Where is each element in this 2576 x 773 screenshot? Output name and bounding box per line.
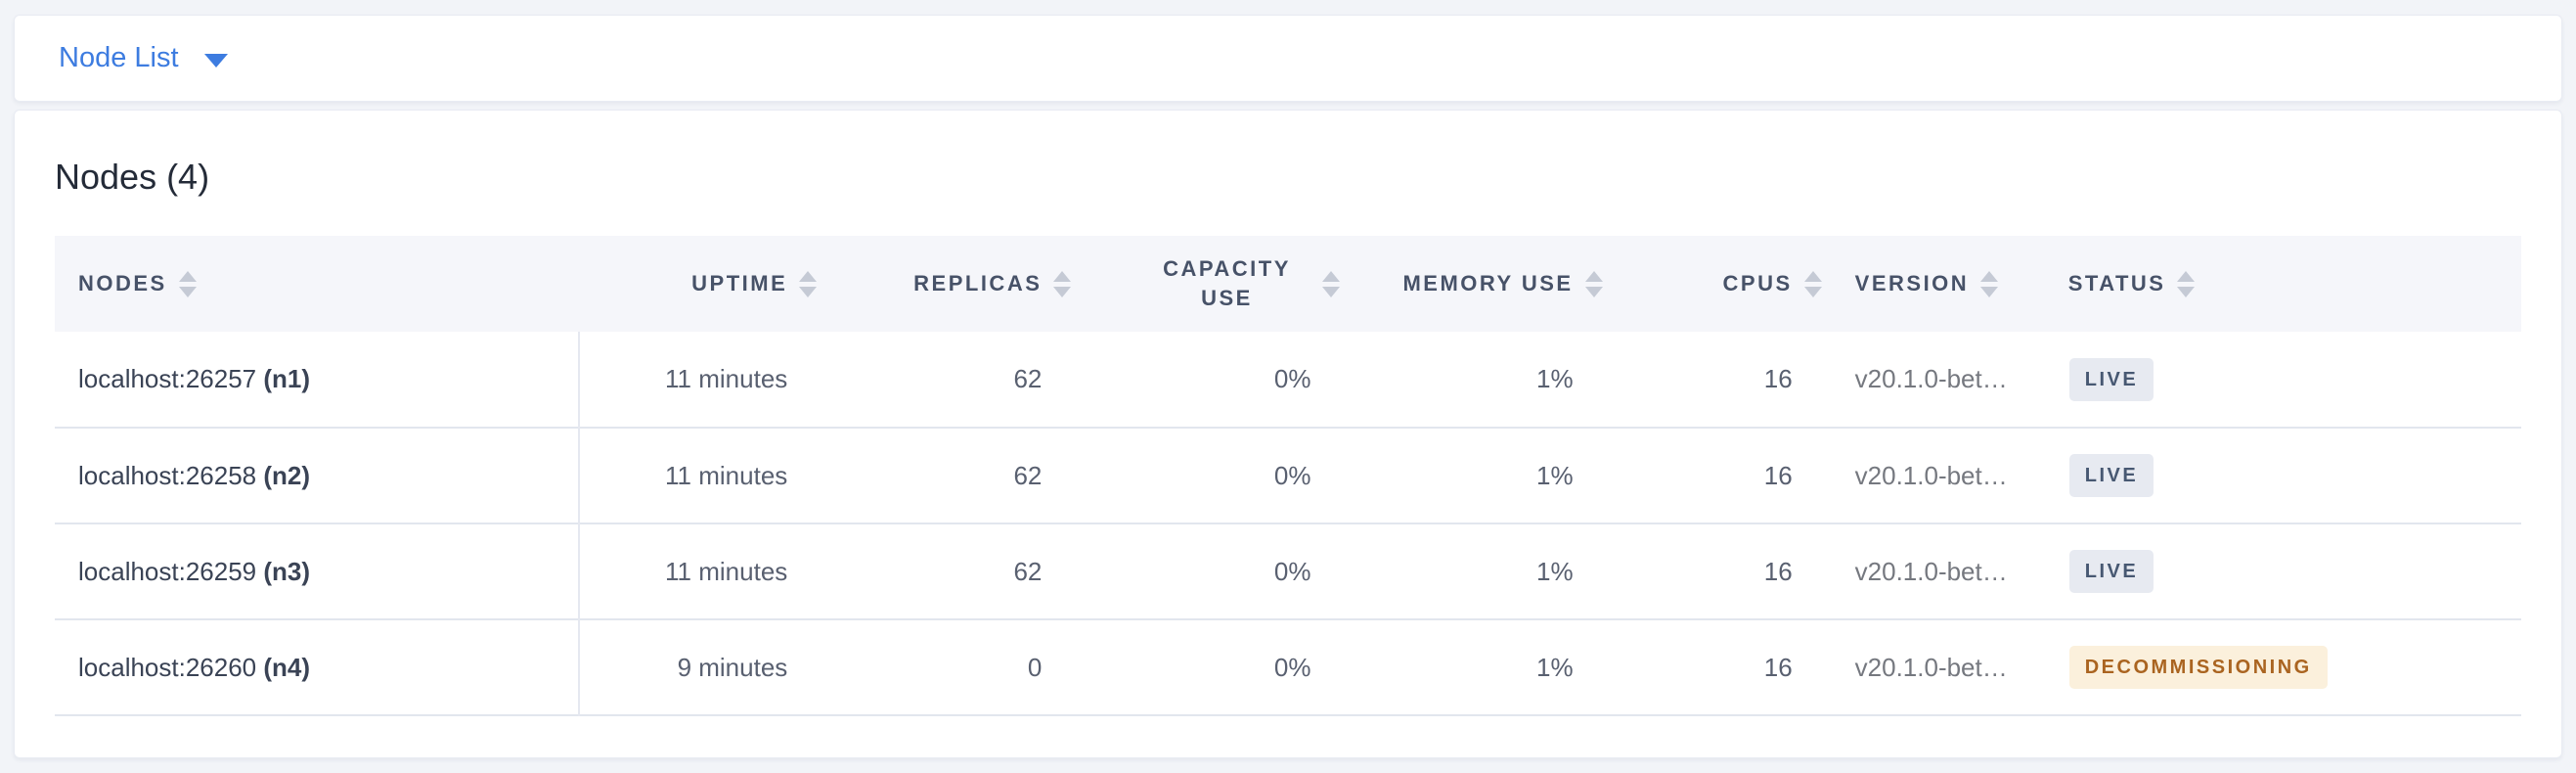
sort-icon bbox=[2177, 270, 2196, 297]
capacity-use-cell: 0% bbox=[1273, 652, 1311, 682]
uptime-cell: 11 minutes bbox=[665, 460, 788, 490]
panel-title: Nodes (4) bbox=[55, 157, 210, 197]
column-header-label: NODES bbox=[78, 271, 167, 296]
sort-descending-icon bbox=[1053, 286, 1072, 297]
node-id: (n3) bbox=[263, 556, 311, 586]
column-header-memory_use[interactable]: MEMORY USE bbox=[1350, 236, 1612, 332]
sort-icon bbox=[1053, 270, 1072, 297]
column-header-label: CPUS bbox=[1722, 271, 1793, 296]
sort-icon bbox=[178, 270, 197, 297]
table-row: localhost:26260 (n4) 9 minutes 0 0% 1% 16 v20.… bbox=[55, 619, 2521, 715]
replicas-cell: 62 bbox=[1013, 556, 1043, 586]
sort-descending-icon bbox=[178, 286, 197, 297]
memory-use-cell: 1% bbox=[1536, 364, 1574, 393]
table-header-row: NODES UPTIME REPLICAS CAPACITY USE MEMORY US… bbox=[55, 236, 2521, 332]
column-header-label: VERSION bbox=[1854, 271, 1970, 296]
memory-use-cell: 1% bbox=[1536, 556, 1574, 586]
sort-descending-icon bbox=[1584, 286, 1603, 297]
sort-descending-icon bbox=[1803, 286, 1822, 297]
node-cell: localhost:26260 (n4) bbox=[55, 619, 581, 715]
sort-ascending-icon bbox=[1053, 270, 1072, 282]
column-header-capacity_use[interactable]: CAPACITY USE bbox=[1081, 236, 1350, 332]
node-address: localhost:26260 bbox=[78, 652, 257, 682]
node-address: localhost:26257 bbox=[78, 364, 257, 393]
table-row: localhost:26259 (n3) 11 minutes 62 0% 1% 16 v2… bbox=[55, 523, 2521, 619]
column-header-version[interactable]: VERSION bbox=[1832, 236, 2045, 332]
version-cell: v20.1.0-bet… bbox=[1854, 364, 2008, 393]
node-address: localhost:26258 bbox=[78, 460, 257, 490]
node-address: localhost:26259 bbox=[78, 556, 257, 586]
sort-ascending-icon bbox=[1803, 270, 1822, 282]
column-header-label: CAPACITY USE bbox=[1163, 256, 1291, 310]
cpus-cell: 16 bbox=[1763, 652, 1793, 682]
sort-ascending-icon bbox=[799, 270, 818, 282]
sort-ascending-icon bbox=[178, 270, 197, 282]
node-id: (n1) bbox=[263, 364, 311, 393]
node-cell: localhost:26258 (n2) bbox=[55, 428, 581, 523]
sort-descending-icon bbox=[799, 286, 818, 297]
cpus-cell: 16 bbox=[1763, 460, 1793, 490]
column-header-label: UPTIME bbox=[691, 271, 788, 296]
status-badge: LIVE bbox=[2068, 550, 2154, 593]
uptime-cell: 11 minutes bbox=[665, 364, 788, 393]
uptime-cell: 11 minutes bbox=[665, 556, 788, 586]
sort-descending-icon bbox=[2177, 286, 2196, 297]
memory-use-cell: 1% bbox=[1536, 460, 1574, 490]
column-header-label: MEMORY USE bbox=[1402, 271, 1574, 296]
sort-icon bbox=[1322, 270, 1341, 297]
capacity-use-cell: 0% bbox=[1273, 364, 1311, 393]
status-badge: DECOMMISSIONING bbox=[2068, 646, 2328, 689]
cpus-cell: 16 bbox=[1763, 364, 1793, 393]
sort-ascending-icon bbox=[1584, 270, 1603, 282]
node-id: (n2) bbox=[263, 460, 311, 490]
replicas-cell: 0 bbox=[1027, 652, 1043, 682]
version-cell: v20.1.0-bet… bbox=[1854, 652, 2008, 682]
caret-down-icon bbox=[203, 53, 228, 68]
column-header-replicas[interactable]: REPLICAS bbox=[826, 236, 1081, 332]
capacity-use-cell: 0% bbox=[1273, 460, 1311, 490]
view-toolbar: Node List bbox=[14, 15, 2562, 102]
node-cell: localhost:26257 (n1) bbox=[55, 332, 581, 428]
view-mode-dropdown[interactable]: Node List bbox=[59, 44, 228, 72]
column-header-uptime[interactable]: UPTIME bbox=[579, 236, 826, 332]
version-cell: v20.1.0-bet… bbox=[1854, 460, 2008, 490]
node-cell: localhost:26259 (n3) bbox=[55, 523, 581, 619]
nodes-panel: Nodes (4) NODES UPTIME REPLICAS CAPACITY US… bbox=[14, 110, 2562, 758]
sort-icon bbox=[1584, 270, 1603, 297]
column-header-cpus[interactable]: CPUS bbox=[1613, 236, 1832, 332]
sort-ascending-icon bbox=[1980, 270, 1999, 282]
cpus-cell: 16 bbox=[1763, 556, 1793, 586]
table-row: localhost:26258 (n2) 11 minutes 62 0% 1% 16 v2… bbox=[55, 428, 2521, 523]
view-mode-dropdown-label: Node List bbox=[59, 42, 179, 73]
replicas-cell: 62 bbox=[1013, 364, 1043, 393]
sort-icon bbox=[799, 270, 818, 297]
replicas-cell: 62 bbox=[1013, 460, 1043, 490]
status-cell: LIVE bbox=[2045, 523, 2521, 619]
memory-use-cell: 1% bbox=[1536, 652, 1574, 682]
sort-ascending-icon bbox=[1322, 270, 1341, 282]
column-header-label: REPLICAS bbox=[913, 271, 1043, 296]
column-header-nodes[interactable]: NODES bbox=[55, 236, 579, 332]
nodes-table: NODES UPTIME REPLICAS CAPACITY USE MEMORY US… bbox=[55, 236, 2521, 716]
status-badge: LIVE bbox=[2068, 454, 2154, 497]
column-header-label: STATUS bbox=[2067, 271, 2166, 296]
capacity-use-cell: 0% bbox=[1273, 556, 1311, 586]
status-badge: LIVE bbox=[2068, 357, 2154, 401]
sort-descending-icon bbox=[1322, 286, 1341, 297]
column-header-status[interactable]: STATUS bbox=[2045, 236, 2521, 332]
sort-icon bbox=[1803, 270, 1822, 297]
uptime-cell: 9 minutes bbox=[677, 652, 788, 682]
status-cell: DECOMMISSIONING bbox=[2045, 619, 2521, 715]
sort-icon bbox=[1980, 270, 1999, 297]
status-cell: LIVE bbox=[2045, 332, 2521, 428]
sort-ascending-icon bbox=[2177, 270, 2196, 282]
node-id: (n4) bbox=[263, 652, 311, 682]
version-cell: v20.1.0-bet… bbox=[1854, 556, 2008, 586]
table-row: localhost:26257 (n1) 11 minutes 62 0% 1% 16 v2… bbox=[55, 332, 2521, 428]
sort-descending-icon bbox=[1980, 286, 1999, 297]
status-cell: LIVE bbox=[2045, 428, 2521, 523]
